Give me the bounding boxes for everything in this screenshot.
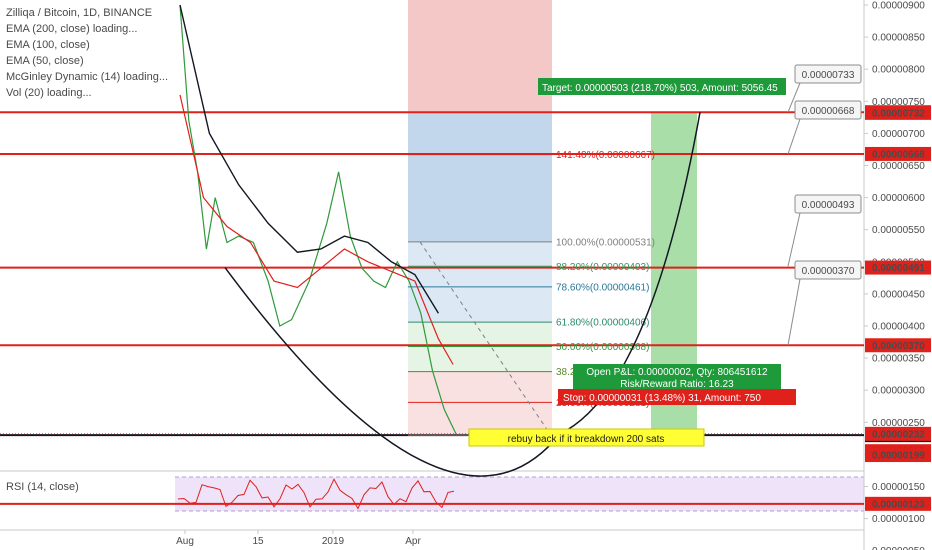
y-tick-label: 0.00000100: [872, 514, 925, 525]
price-tag-label: 0.00000199: [872, 451, 925, 462]
callout-pointer: [787, 82, 801, 113]
y-tick-label: 0.00000050: [872, 546, 925, 550]
ema-50-line: [179, 94, 454, 365]
legend-ema-100[interactable]: EMA (100, close): [6, 39, 90, 51]
y-tick-label: 0.00000700: [872, 129, 925, 140]
fib-zone-141: [408, 0, 552, 113]
price-callout: [794, 260, 862, 280]
legend-ema-50[interactable]: EMA (50, close): [6, 55, 84, 67]
price-callout: [794, 100, 862, 120]
x-tick-label: 15: [252, 536, 264, 547]
x-tick-label: Apr: [405, 536, 421, 547]
price-series: [179, 4, 457, 435]
position-info-box: [573, 364, 781, 390]
callout-pointer: [787, 278, 801, 346]
annotation-text: rebuy back if it breakdown 200 sats: [508, 434, 665, 445]
rsi-legend[interactable]: RSI (14, close): [6, 481, 79, 493]
price-tag: [865, 496, 931, 511]
price-tag: [865, 260, 931, 275]
price-tag: [865, 146, 931, 161]
stop-label: Stop: 0.00000031 (13.48%) 31, Amount: 75…: [563, 393, 761, 404]
fib-label: 50.00%(0.00000368): [556, 342, 649, 353]
y-tick-label: 0.00000350: [872, 354, 925, 365]
price-tag-label: 0.00000232: [872, 429, 925, 440]
y-tick-label: 0.00000250: [872, 418, 925, 429]
y-tick-label: 0.00000550: [872, 225, 925, 236]
fib-label: 88.20%(0.00000493): [556, 262, 649, 273]
annotation-box: [468, 428, 705, 447]
y-tick-label: 0.00000300: [872, 386, 925, 397]
stop-label-box: [558, 389, 796, 405]
price-tag-label: 0.00000668: [872, 149, 925, 160]
price-callout-label: 0.00000668: [802, 106, 855, 117]
rsi-line: [177, 478, 455, 510]
chart-title: Zilliqa / Bitcoin, 1D, BINANCE: [6, 7, 153, 19]
price-callout-label: 0.00000493: [802, 200, 855, 211]
price-callout: [794, 194, 862, 214]
diagonal-trend-line: [419, 241, 551, 435]
target-label: Target: 0.00000503 (218.70%) 503, Amount…: [542, 83, 778, 94]
y-tick-label: 0.00000850: [872, 33, 925, 44]
fib-label: 141.40%(0.00000667): [556, 150, 655, 161]
ema-100-line: [179, 4, 439, 314]
price-callout-label: 0.00000370: [802, 266, 855, 277]
x-tick-label: 2019: [322, 536, 345, 547]
callout-pointer: [787, 212, 801, 267]
y-tick-label: 0.00000150: [872, 482, 925, 493]
y-tick-label: 0.00000750: [872, 97, 925, 108]
chart-legend: Zilliqa / Bitcoin, 1D, BINANCE EMA (200,…: [6, 5, 168, 101]
fib-label: 61.80%(0.00000406): [556, 318, 649, 329]
fib-label: 100.00%(0.00000531): [556, 237, 655, 248]
price-tag: [865, 426, 931, 441]
y-tick-label: 0.00000900: [872, 1, 925, 12]
price-callout: [794, 64, 862, 84]
y-tick-label: 0.00000600: [872, 193, 925, 204]
x-tick-label: Aug: [176, 536, 194, 547]
y-tick-label: 0.00000800: [872, 65, 925, 76]
rsi-band: [175, 477, 864, 511]
price-tag: [865, 448, 931, 463]
price-tag: [865, 338, 931, 353]
fib-label: 78.60%(0.00000461): [556, 282, 649, 293]
legend-volume[interactable]: Vol (20) loading...: [6, 87, 92, 99]
callout-pointer: [787, 118, 801, 155]
legend-ema-200[interactable]: EMA (200, close) loading...: [6, 23, 138, 35]
price-tag: [865, 105, 931, 120]
y-tick-label: 0.00000650: [872, 161, 925, 172]
target-label-box: [538, 78, 786, 95]
fib-zone-0: [408, 371, 552, 436]
y-tick-label: 0.00000400: [872, 322, 925, 333]
open-pl-label: Open P&L: 0.00000002, Qty: 806451612: [586, 367, 768, 378]
fib-zone-61: [408, 241, 552, 323]
legend-mcginley[interactable]: McGinley Dynamic (14) loading...: [6, 71, 169, 83]
price-tag-label: 0.00000370: [872, 341, 925, 352]
price-tag-label: 0.00000732: [872, 108, 925, 119]
price-tag-label: 0.00000123: [872, 499, 925, 510]
price-callout-label: 0.00000733: [802, 70, 855, 81]
price-tag-label: 0.00000491: [872, 263, 925, 274]
fib-zone-100: [408, 112, 552, 242]
y-tick-label: 0.00000450: [872, 289, 925, 300]
risk-reward-label: Risk/Reward Ratio: 16.23: [620, 379, 734, 390]
